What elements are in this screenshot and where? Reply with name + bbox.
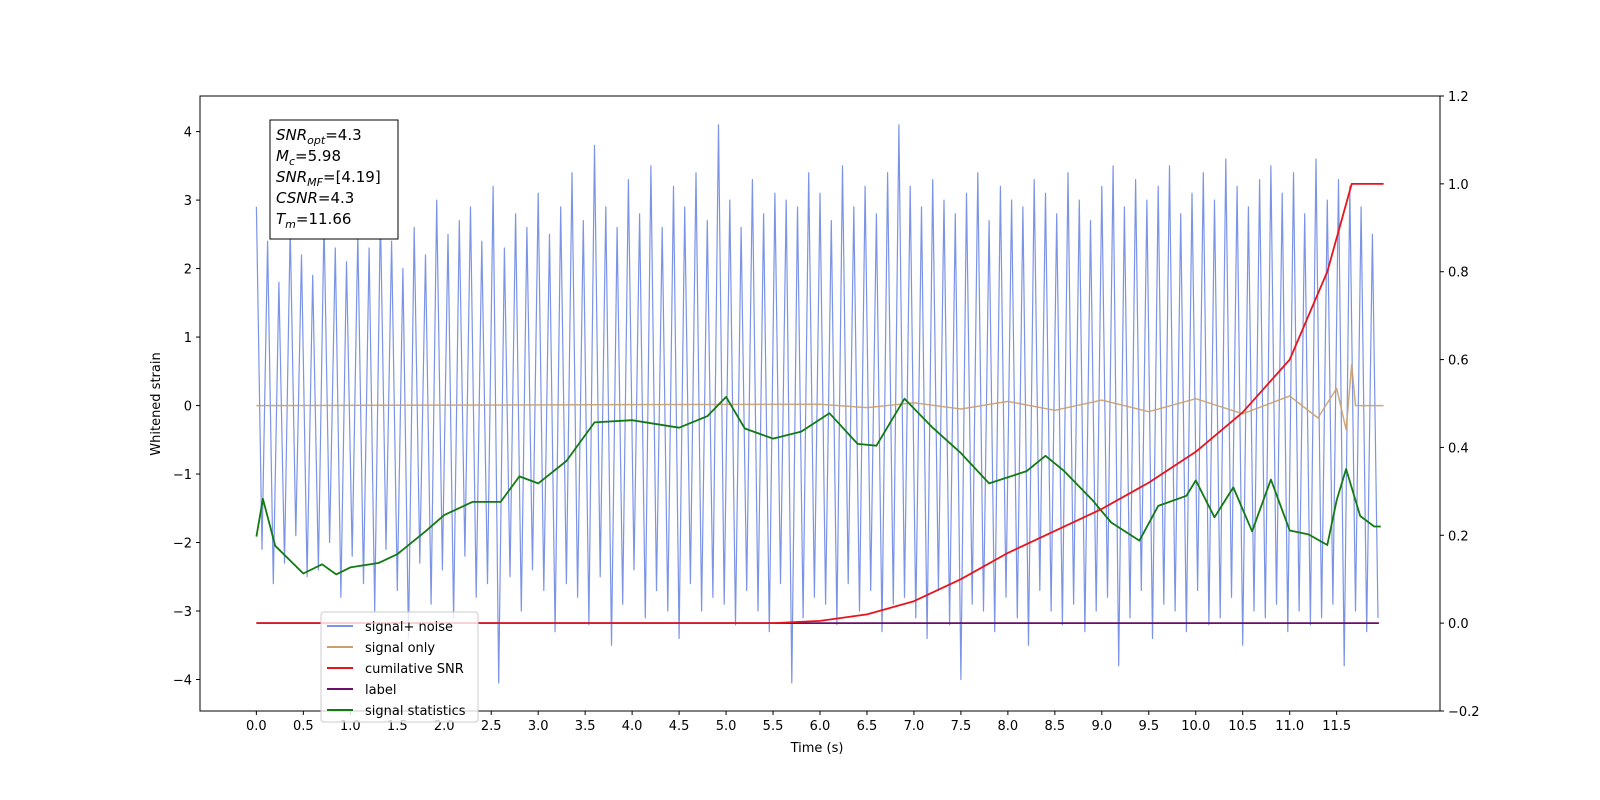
- x-tick-label: 9.5: [1138, 719, 1159, 734]
- y2-tick-label: 0.2: [1448, 529, 1469, 544]
- annotation-main: SNR: [276, 168, 307, 186]
- y2-tick-label: 0.4: [1448, 441, 1469, 456]
- annotation-rest: =[4.19]: [323, 168, 381, 186]
- y-tick-label: 2: [184, 263, 192, 278]
- annotation-text: SNRMF=[4.19]: [276, 168, 381, 189]
- annotation-box: [269, 119, 399, 240]
- y-tick-label: −3: [173, 605, 192, 620]
- legend-box: [320, 611, 479, 723]
- x-tick-label: 3.0: [528, 719, 549, 734]
- annotation-rest: =11.66: [296, 210, 352, 228]
- x-tick-label: 1.5: [387, 719, 408, 734]
- annotation-rest: =4.3: [318, 189, 354, 207]
- annotation-sub: MF: [307, 176, 323, 189]
- x-tick-label: 3.5: [575, 719, 596, 734]
- y2-tick-label: 0.0: [1448, 617, 1469, 632]
- y2-tick-label: 0.8: [1448, 266, 1469, 281]
- x-tick-label: 0.5: [293, 719, 314, 734]
- x-tick-label: 10.0: [1181, 719, 1210, 734]
- annotation-sub: c: [289, 155, 295, 168]
- x-tick-label: 6.5: [857, 719, 878, 734]
- series-line: [256, 363, 1384, 431]
- legend-label: signal only: [365, 641, 435, 656]
- y-tick-label: 4: [184, 126, 192, 141]
- annotation-main: CSNR: [276, 189, 318, 207]
- annotation-main: M: [276, 147, 289, 165]
- y-tick-label: −1: [173, 468, 192, 483]
- annotation-text: CSNR=4.3: [276, 189, 354, 207]
- x-tick-label: 7.5: [951, 719, 972, 734]
- series-line: [256, 183, 1384, 624]
- x-tick-label: 2.0: [434, 719, 455, 734]
- y-tick-label: −4: [173, 673, 192, 688]
- annotation-sub: opt: [307, 134, 326, 147]
- y-tick-label: 1: [184, 331, 192, 346]
- annotation-sub: m: [285, 218, 296, 231]
- x-tick-label: 1.0: [340, 719, 361, 734]
- x-tick-label: 6.0: [810, 719, 831, 734]
- annotation-main: T: [276, 210, 287, 228]
- y-tick-label: −2: [173, 537, 192, 552]
- x-tick-label: 0.0: [246, 719, 267, 734]
- x-tick-label: 8.5: [1045, 719, 1066, 734]
- annotation-text: Mc=5.98: [276, 147, 341, 168]
- legend-label: signal+ noise: [365, 620, 453, 635]
- legend-label: label: [365, 683, 396, 698]
- series-line: [255, 124, 1379, 684]
- x-tick-label: 5.0: [716, 719, 737, 734]
- x-tick-label: 10.5: [1228, 719, 1257, 734]
- x-tick-label: 4.5: [669, 719, 690, 734]
- x-tick-label: 4.0: [622, 719, 643, 734]
- y-tick-label: 3: [184, 194, 192, 209]
- x-tick-label: 11.5: [1322, 719, 1351, 734]
- x-tick-label: 5.5: [763, 719, 784, 734]
- x-tick-label: 7.0: [904, 719, 925, 734]
- x-tick-label: 2.5: [481, 719, 502, 734]
- legend-label: cumilative SNR: [365, 662, 464, 677]
- y2-tick-label: 0.6: [1448, 354, 1469, 369]
- y-tick-label: 0: [184, 400, 192, 415]
- y2-tick-label: 1.0: [1448, 178, 1469, 193]
- annotation-rest: =5.98: [295, 147, 341, 165]
- x-axis-label: Time (s): [790, 741, 844, 756]
- annotation-rest: =4.3: [325, 126, 361, 144]
- y2-tick-label: 1.2: [1448, 90, 1469, 105]
- x-tick-label: 9.0: [1091, 719, 1112, 734]
- annotation-text: Tm=11.66: [276, 210, 351, 231]
- annotation-text: SNRopt=4.3: [276, 126, 362, 147]
- y2-tick-label: −0.2: [1448, 705, 1480, 720]
- annotation-main: SNR: [276, 126, 307, 144]
- x-tick-label: 11.0: [1275, 719, 1304, 734]
- y-axis-label: Whitened strain: [149, 352, 164, 455]
- x-tick-label: 8.0: [998, 719, 1019, 734]
- series-line: [255, 396, 1381, 576]
- legend-label: signal statistics: [365, 704, 466, 719]
